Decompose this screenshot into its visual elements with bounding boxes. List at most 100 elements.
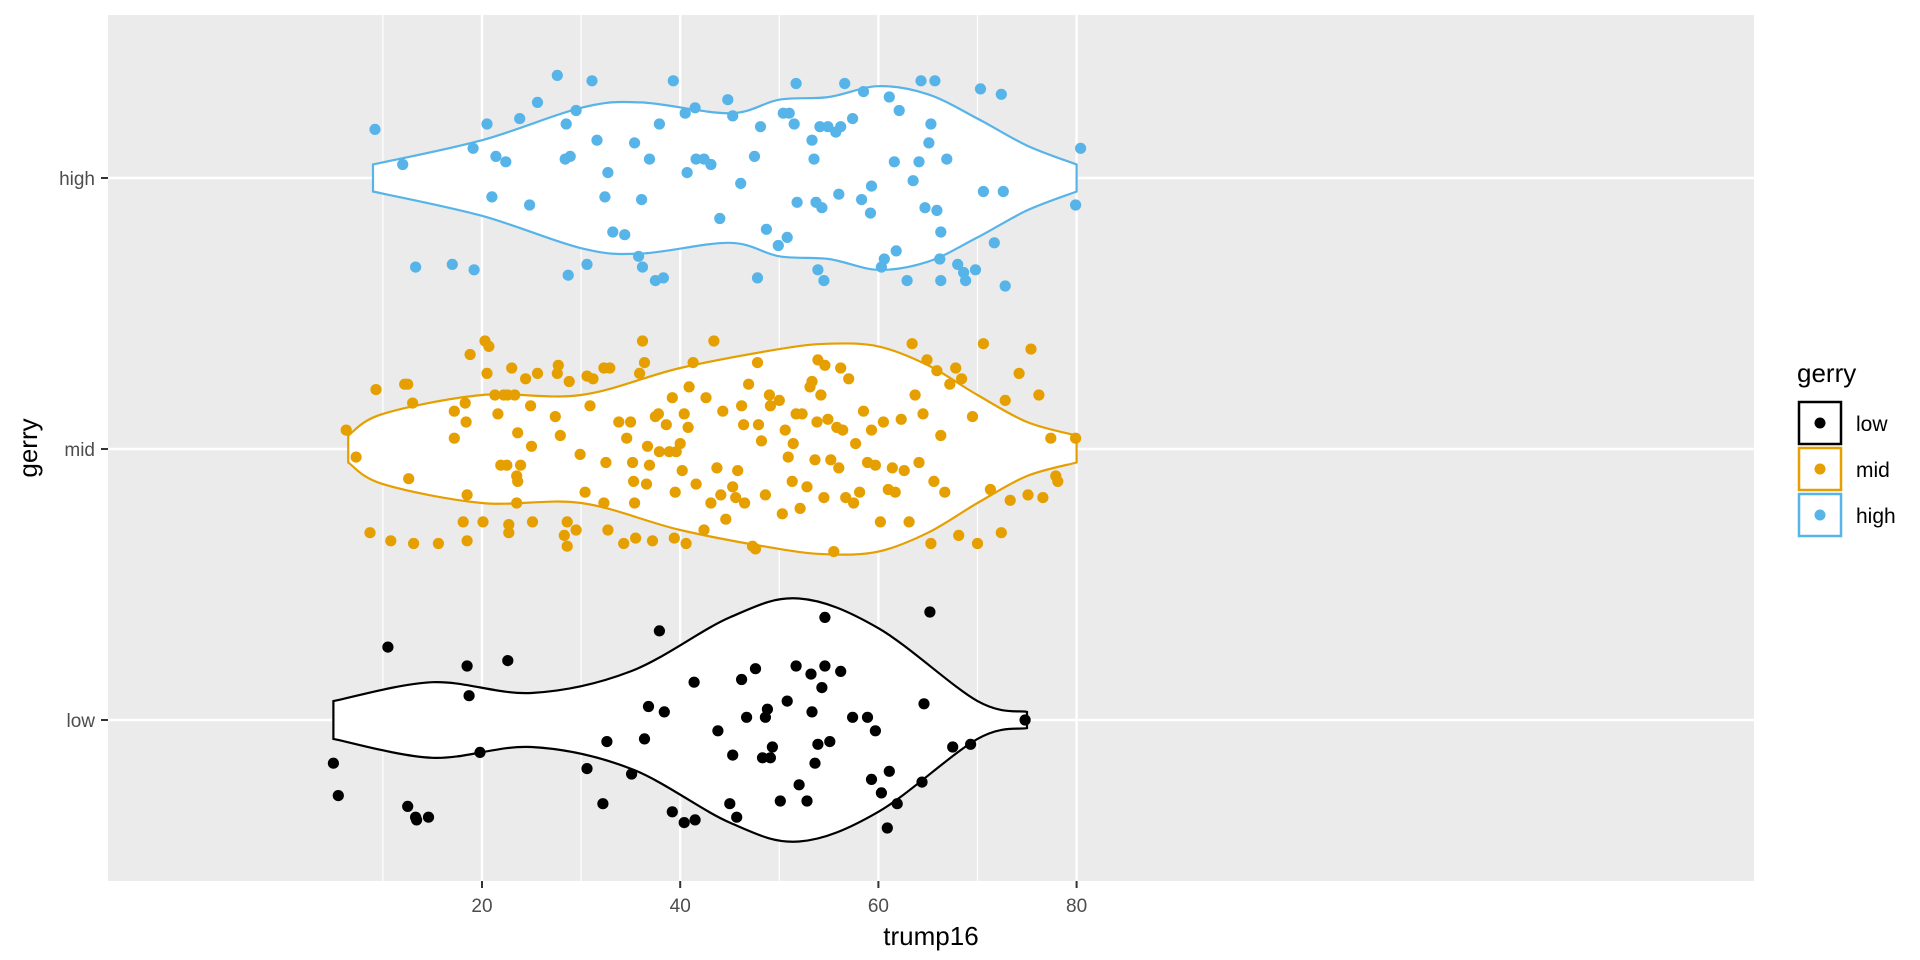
point-high <box>410 261 422 273</box>
point-mid <box>634 367 646 379</box>
point-low <box>824 736 836 748</box>
point-mid <box>854 486 866 498</box>
point-mid <box>1070 432 1082 444</box>
point-mid <box>773 394 785 406</box>
point-low <box>812 738 824 750</box>
point-high <box>935 275 947 287</box>
point-mid <box>492 408 504 420</box>
point-mid <box>956 373 968 385</box>
point-mid <box>561 516 573 528</box>
violin-high <box>371 85 1078 271</box>
point-mid <box>698 524 710 536</box>
point-mid <box>503 519 515 531</box>
point-mid <box>874 516 887 528</box>
point-low <box>741 711 753 723</box>
point-low <box>766 741 779 753</box>
point-high <box>864 207 877 219</box>
point-mid <box>825 454 837 466</box>
point-mid <box>402 378 414 390</box>
point-low <box>642 700 655 713</box>
point-high <box>643 153 656 165</box>
point-low <box>736 673 748 686</box>
point-low <box>869 725 882 737</box>
point-mid <box>579 486 591 498</box>
point-low <box>724 798 736 810</box>
point-mid <box>850 438 862 450</box>
point-low <box>689 814 701 826</box>
point-mid <box>520 373 532 385</box>
point-mid <box>886 462 898 474</box>
y-tick-label: high <box>59 169 95 190</box>
point-high <box>607 226 619 238</box>
point-mid <box>921 354 933 366</box>
point-low <box>881 822 893 834</box>
point-low <box>626 768 638 780</box>
point-high <box>814 121 826 133</box>
point-high <box>467 142 479 154</box>
point-mid <box>459 397 471 409</box>
point-mid <box>935 429 947 442</box>
point-mid <box>448 405 460 417</box>
point-low <box>332 790 344 802</box>
point-low <box>461 660 473 672</box>
point-mid <box>763 389 776 401</box>
point-high <box>562 269 574 281</box>
point-mid <box>848 497 860 509</box>
y-tick-label: low <box>66 711 95 732</box>
point-low <box>474 746 486 759</box>
point-high <box>667 75 679 87</box>
point-mid <box>660 419 672 431</box>
point-low <box>774 795 786 807</box>
point-mid <box>554 429 566 442</box>
point-high <box>931 204 943 216</box>
point-mid <box>944 378 956 390</box>
point-mid <box>370 384 382 396</box>
point-high <box>974 83 987 95</box>
point-mid <box>621 432 633 444</box>
point-high <box>751 272 764 284</box>
point-high <box>919 202 931 214</box>
point-mid <box>835 362 847 374</box>
point-mid <box>630 532 642 544</box>
point-mid <box>574 448 586 460</box>
point-low <box>965 738 977 750</box>
point-mid <box>600 456 612 469</box>
point-low <box>947 741 959 753</box>
point-mid <box>448 432 460 444</box>
point-mid <box>604 362 616 374</box>
point-high <box>524 199 536 211</box>
point-high <box>679 107 691 119</box>
point-mid <box>457 516 469 528</box>
point-low <box>806 706 818 718</box>
point-low <box>422 811 435 823</box>
point-mid <box>828 546 840 558</box>
point-high <box>772 239 784 252</box>
point-mid <box>903 516 915 528</box>
point-mid <box>717 405 729 417</box>
point-low <box>502 655 514 667</box>
point-mid <box>432 537 444 550</box>
point-mid <box>720 513 732 525</box>
point-mid <box>705 497 717 509</box>
point-mid <box>638 357 651 369</box>
point-mid <box>925 537 937 550</box>
point-low <box>402 800 414 813</box>
point-mid <box>840 492 852 504</box>
point-mid <box>898 465 910 477</box>
point-mid <box>736 400 748 412</box>
point-mid <box>809 454 821 466</box>
point-mid <box>779 424 791 436</box>
point-mid <box>674 438 686 450</box>
point-mid <box>531 367 544 379</box>
point-low <box>731 811 743 823</box>
point-mid <box>481 367 493 379</box>
point-mid <box>708 335 720 347</box>
point-mid <box>483 340 495 352</box>
point-low <box>597 798 609 810</box>
y-tick-label: mid <box>64 440 95 461</box>
point-mid <box>1037 492 1049 504</box>
points-layer <box>327 69 1087 834</box>
point-high <box>486 191 498 203</box>
x-axis-title: trump16 <box>883 921 978 951</box>
